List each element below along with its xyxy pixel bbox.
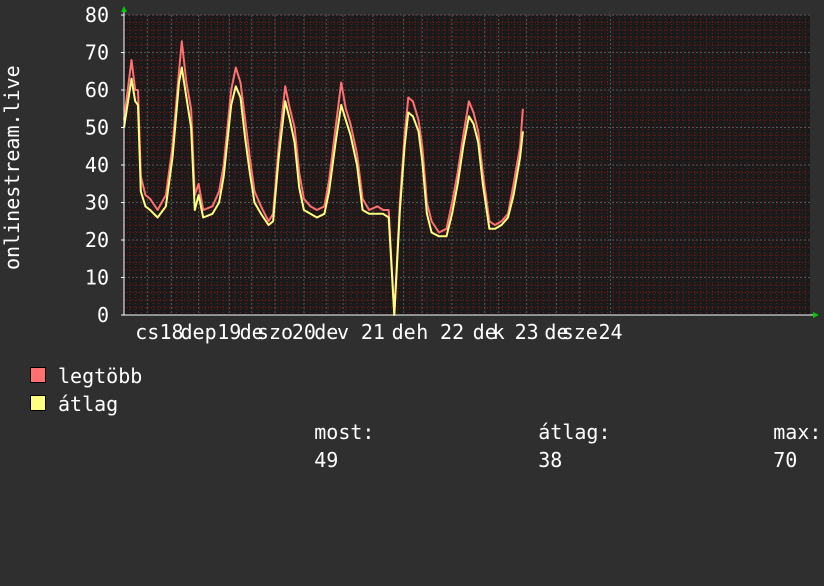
series-line-1 xyxy=(123,66,524,316)
x-tick-label: de xyxy=(392,320,416,344)
series-line-0 xyxy=(123,40,524,316)
legend-swatch-max xyxy=(30,367,46,383)
stat-avg: átlag: 38 xyxy=(466,390,611,502)
series-layer xyxy=(123,40,524,316)
y-tick-label: 30 xyxy=(85,191,109,215)
stat-avg-value: 38 xyxy=(538,448,563,472)
stat-max-label: max: xyxy=(773,420,822,444)
x-tick-label: sze xyxy=(562,320,598,344)
x-tick-label: dep xyxy=(181,320,217,344)
x-tick-label: 21 xyxy=(361,320,385,344)
y-axis-arrow xyxy=(121,6,127,12)
legend-label-avg: átlag xyxy=(58,392,119,416)
y-tick-label: 60 xyxy=(85,78,109,102)
legend: legtöbb átlag most: 49 átlag: 38 max: 70 xyxy=(30,362,821,472)
y-axis-label: onlinestream.live xyxy=(0,65,24,270)
x-axis-arrow xyxy=(813,312,819,318)
axes xyxy=(121,6,819,318)
y-tick-labels: 0 10 20 30 40 50 60 70 80 xyxy=(85,3,109,327)
y-tick-label: 50 xyxy=(85,116,109,140)
x-tick-label: cs xyxy=(135,320,159,344)
stat-now: most: 49 xyxy=(242,390,374,502)
x-tick-label: h xyxy=(416,320,428,344)
x-tick-label: de xyxy=(314,320,338,344)
x-tick-label: k xyxy=(493,320,505,344)
x-tick-label: szo xyxy=(257,320,293,344)
x-tick-label: 20 xyxy=(292,320,316,344)
x-tick-label: de xyxy=(473,320,497,344)
legend-label-max: legtöbb xyxy=(58,364,143,388)
legend-item-max: legtöbb xyxy=(30,362,810,390)
stat-max: max: 70 xyxy=(701,390,821,502)
y-tick-label: 10 xyxy=(85,266,109,290)
x-tick-label: 22 xyxy=(440,320,464,344)
x-tick-label: 19 xyxy=(217,320,241,344)
y-tick-label: 40 xyxy=(85,153,109,177)
stat-now-value: 49 xyxy=(314,448,339,472)
x-tick-label: de xyxy=(544,320,568,344)
x-tick-label: de xyxy=(240,320,264,344)
x-tick-label: 18 xyxy=(159,320,183,344)
y-tick-label: 20 xyxy=(85,228,109,252)
legend-swatch-avg xyxy=(30,395,46,411)
stat-avg-label: átlag: xyxy=(538,420,611,444)
y-tick-label: 0 xyxy=(97,303,109,327)
legend-item-avg: átlag most: 49 átlag: 38 max: 70 xyxy=(30,390,821,472)
stat-max-value: 70 xyxy=(773,448,798,472)
plot-area xyxy=(124,15,810,315)
x-tick-label: v xyxy=(337,320,349,344)
stat-now-label: most: xyxy=(314,420,375,444)
x-tick-label: 24 xyxy=(598,320,622,344)
y-tick-label: 80 xyxy=(85,3,109,27)
grid xyxy=(123,14,810,316)
x-tick-label: 23 xyxy=(515,320,539,344)
y-tick-label: 70 xyxy=(85,41,109,65)
